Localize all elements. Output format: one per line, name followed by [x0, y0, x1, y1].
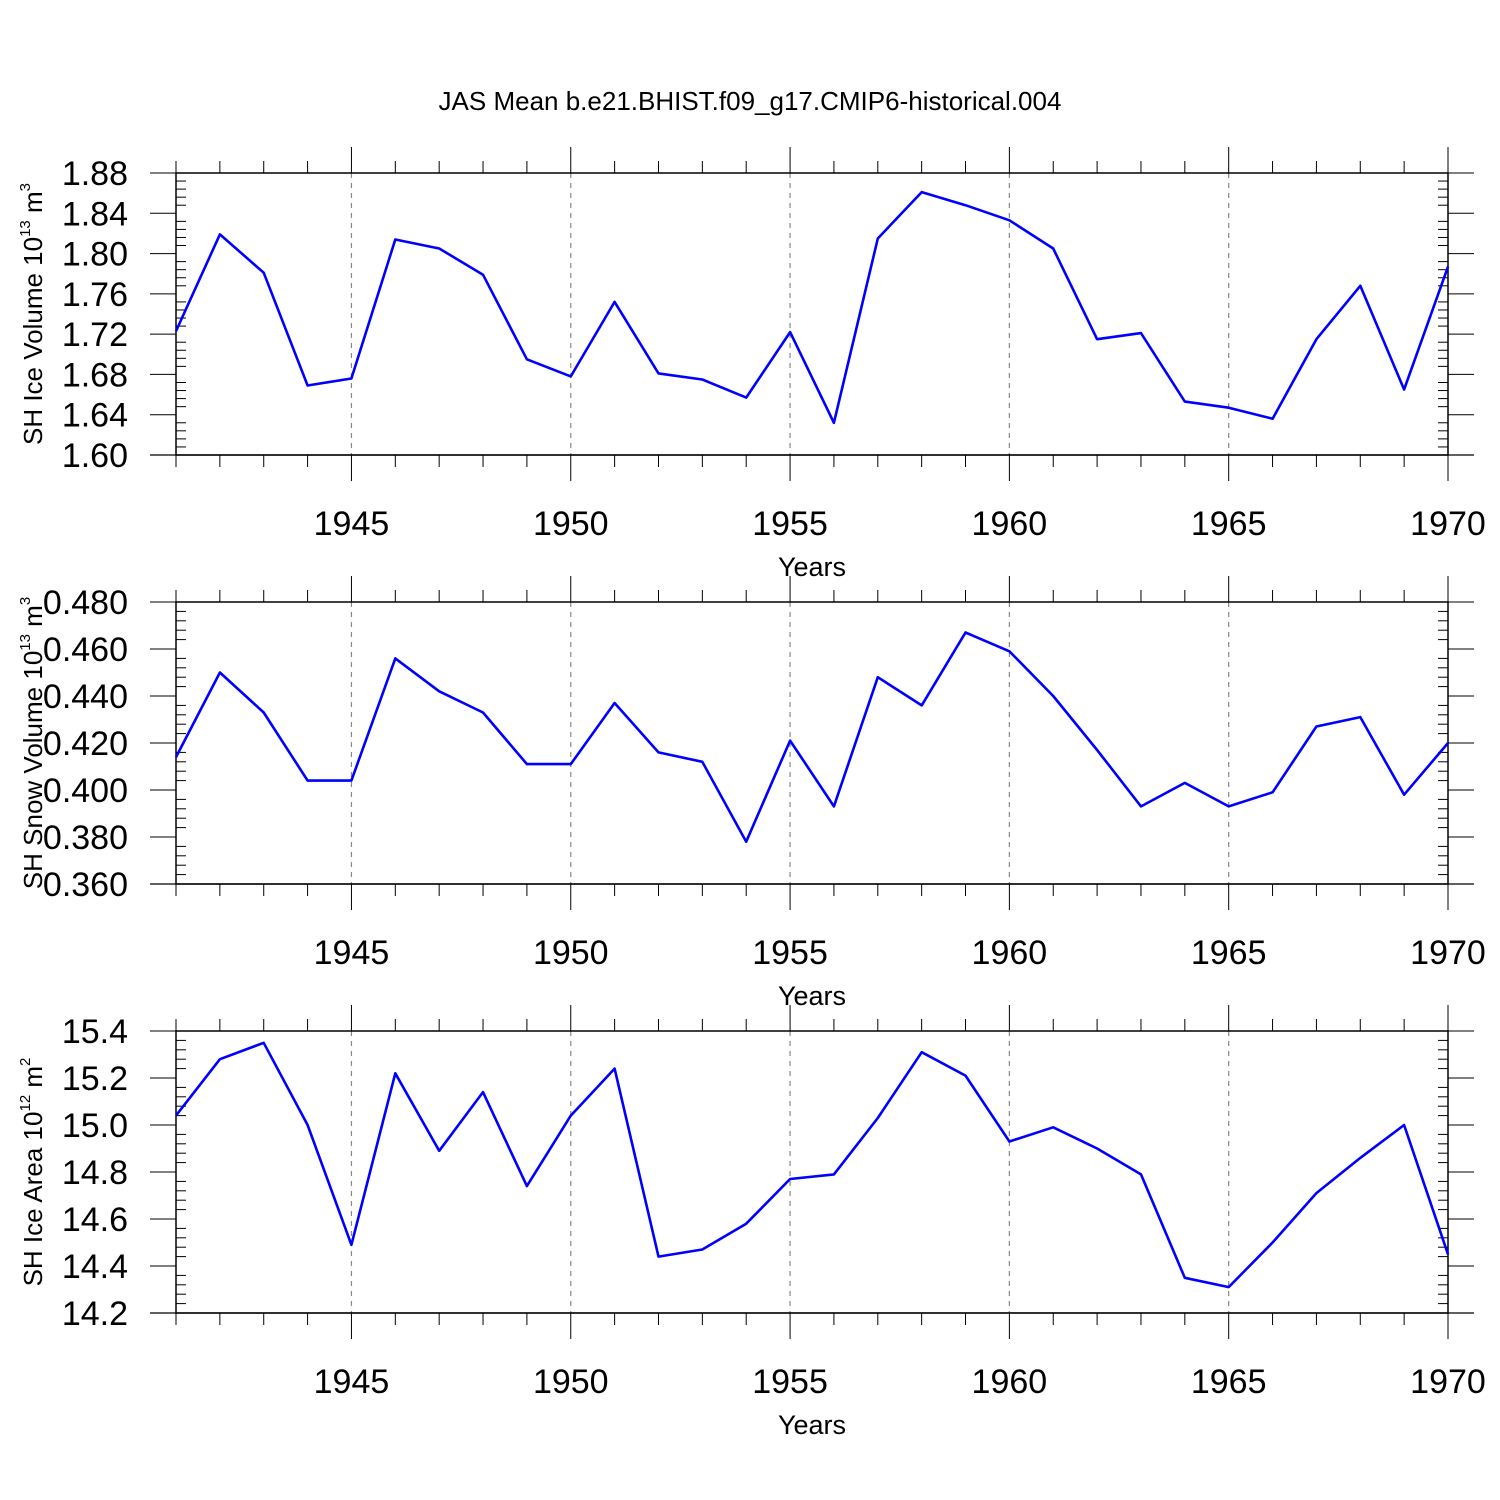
x-axis-label: Years	[778, 552, 846, 582]
x-axis-label: Years	[778, 1410, 846, 1440]
y-tick-label: 14.8	[62, 1154, 128, 1192]
x-tick-label: 1960	[972, 934, 1048, 972]
y-axis-label: SH Ice Area 1012 m2	[17, 1058, 48, 1287]
y-tick-label: 14.4	[62, 1248, 128, 1286]
y-tick-label: 0.400	[43, 772, 128, 810]
x-tick-label: 1955	[752, 934, 828, 972]
y-tick-label: 14.2	[62, 1295, 128, 1333]
plot-frame	[175, 601, 1449, 885]
y-tick-label: 15.0	[62, 1107, 128, 1145]
x-tick-label: 1945	[314, 1363, 390, 1401]
y-tick-label: 1.84	[62, 195, 128, 233]
y-tick-label: 1.60	[62, 437, 128, 475]
y-tick-label: 15.4	[62, 1013, 128, 1051]
x-tick-label: 1960	[972, 505, 1048, 543]
y-tick-label: 0.440	[43, 678, 128, 716]
x-tick-label: 1945	[314, 934, 390, 972]
y-tick-label: 0.480	[43, 584, 128, 622]
y-tick-label: 1.72	[62, 316, 128, 354]
y-tick-label: 14.6	[62, 1201, 128, 1239]
panel-ice-volume: 1.601.641.681.721.761.801.841.88 1945 1950…	[17, 147, 1486, 582]
x-tick-label: 1950	[533, 934, 609, 972]
y-tick-label: 0.360	[43, 866, 128, 904]
figure-title: JAS Mean b.e21.BHIST.f09_g17.CMIP6-histo…	[439, 86, 1062, 116]
plot-frame	[175, 1030, 1449, 1314]
x-tick-label: 1950	[533, 1363, 609, 1401]
x-tick-label: 1965	[1191, 1363, 1267, 1401]
y-tick-label: 1.68	[62, 356, 128, 394]
y-tick-label: 0.420	[43, 725, 128, 763]
y-axis-label: SH Snow Volume 1013 m3	[17, 597, 48, 889]
y-tick-label: 1.88	[62, 155, 128, 193]
y-tick-label: 15.2	[62, 1060, 128, 1098]
plot-frame	[175, 172, 1449, 456]
y-tick-label: 1.76	[62, 276, 128, 314]
y-tick-label: 0.380	[43, 819, 128, 857]
series-line	[174, 190, 1450, 425]
x-tick-label: 1965	[1191, 934, 1267, 972]
x-tick-label: 1970	[1410, 934, 1486, 972]
y-tick-label: 1.80	[62, 236, 128, 274]
x-tick-label: 1955	[752, 1363, 828, 1401]
x-tick-label: 1950	[533, 505, 609, 543]
x-tick-label: 1970	[1410, 1363, 1486, 1401]
panel-ice-area: 14.2 14.4 14.6 14.8 15.0 15.2 15.4 1945 1950 1955…	[17, 1005, 1486, 1440]
y-axis-label: SH Ice Volume 1013 m3	[17, 183, 48, 445]
x-tick-label: 1965	[1191, 505, 1267, 543]
y-tick-label: 0.460	[43, 631, 128, 669]
x-tick-label: 1955	[752, 505, 828, 543]
panel-snow-volume: 0.360 0.380 0.400 0.420 0.440 0.460 0.480 1945 1…	[17, 576, 1486, 1011]
x-tick-label: 1945	[314, 505, 390, 543]
series-line	[174, 631, 1449, 844]
x-axis-label: Years	[778, 981, 846, 1011]
x-tick-label: 1960	[972, 1363, 1048, 1401]
series-line	[174, 1041, 1450, 1289]
y-tick-label: 1.64	[62, 397, 128, 435]
x-tick-label: 1970	[1410, 505, 1486, 543]
